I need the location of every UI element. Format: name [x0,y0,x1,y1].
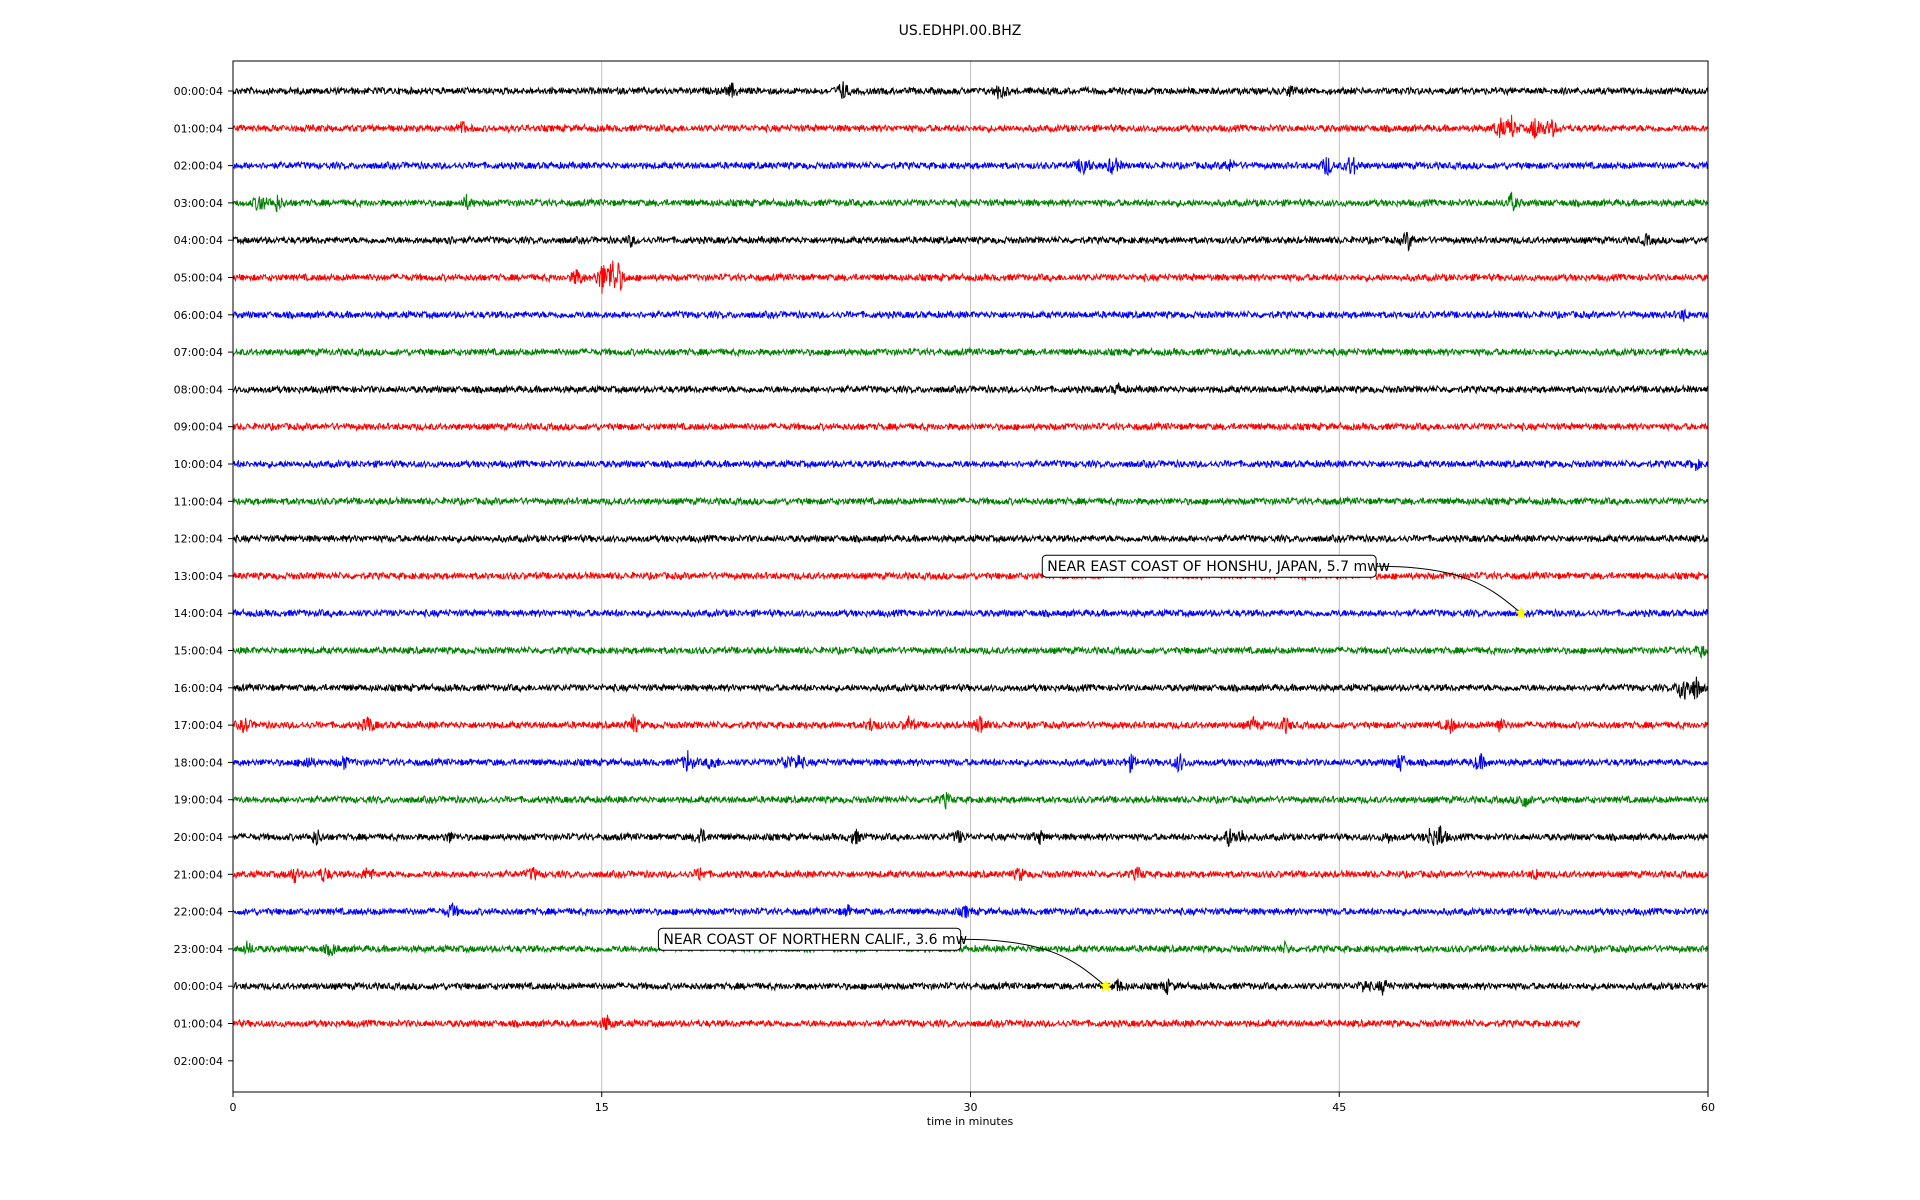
trace-row-11 [232,495,1709,507]
row-time-label: 22:00:04 [174,906,223,919]
row-time-label: 04:00:04 [174,234,223,247]
trace-row-23 [232,939,1709,958]
trace-layer [232,81,1709,1031]
trace-row-21 [232,866,1709,884]
x-tick-label: 30 [964,1101,978,1114]
row-time-label: 05:00:04 [174,272,223,285]
trace-row-16 [232,676,1709,700]
event-annotation: NEAR COAST OF NORTHERN CALIF., 3.6 mw [657,927,1113,992]
row-time-label: 13:00:04 [174,570,223,583]
row-time-label: 15:00:04 [174,645,223,658]
row-time-label: 00:00:04 [174,85,223,98]
trace-row-7 [232,346,1709,358]
annotation-box [657,927,962,951]
row-time-label: 10:00:04 [174,458,223,471]
x-tick-label: 15 [595,1101,609,1114]
row-time-label: 20:00:04 [174,831,223,844]
trace-row-4 [232,231,1709,252]
annotation-box [1041,554,1377,578]
trace-row-19 [232,791,1709,810]
annotation-connector [1376,565,1522,614]
trace-row-0 [232,81,1709,100]
event-star-marker [1514,606,1528,619]
trace-row-20 [232,825,1709,848]
x-tick-label: 0 [230,1101,237,1114]
row-time-label: 03:00:04 [174,197,223,210]
event-annotation: NEAR EAST COAST OF HONSHU, JAPAN, 5.7 mw… [1041,554,1528,619]
row-time-label: 11:00:04 [174,495,223,508]
row-time-label: 02:00:04 [174,1055,223,1068]
row-time-label: 00:00:04 [174,980,223,993]
trace-row-2 [232,156,1709,177]
trace-row-6 [232,307,1709,322]
annotations: NEAR EAST COAST OF HONSHU, JAPAN, 5.7 mw… [657,554,1528,992]
annotation-label: NEAR EAST COAST OF HONSHU, JAPAN, 5.7 mw… [1047,559,1390,575]
row-time-label: 12:00:04 [174,533,223,546]
annotation-label: NEAR COAST OF NORTHERN CALIF., 3.6 mw [663,932,967,948]
row-time-label: 06:00:04 [174,309,223,322]
trace-row-10 [232,458,1709,471]
trace-row-18 [232,750,1708,774]
row-time-label: 02:00:04 [174,160,223,173]
trace-row-13 [232,570,1709,582]
row-labels: 00:00:04 01:00:04 02:00:04 03:00:04 04:00:04… [174,85,233,1068]
row-time-label: 23:00:04 [174,943,223,956]
x-axis-label: time in minutes [927,1115,1014,1128]
trace-row-12 [232,533,1709,544]
annotation-connector [960,938,1107,987]
plot-frame [232,60,1709,1093]
trace-row-5 [232,260,1709,294]
row-time-label: 17:00:04 [174,719,223,732]
trace-row-14 [232,607,1709,619]
row-time-label: 14:00:04 [174,607,223,620]
row-time-label: 09:00:04 [174,421,223,434]
trace-row-22 [232,902,1709,919]
trace-row-15 [232,645,1709,660]
row-time-label: 07:00:04 [174,346,223,359]
row-time-label: 01:00:04 [174,1018,223,1031]
trace-row-25 [232,1014,1581,1031]
trace-row-1 [232,114,1709,139]
x-tick-label: 60 [1701,1101,1715,1114]
x-axis-ticks: 0 15 30 45 60 [230,1092,1715,1114]
row-time-label: 19:00:04 [174,794,223,807]
row-time-label: 21:00:04 [174,868,223,881]
x-tick-label: 45 [1332,1101,1346,1114]
row-time-label: 08:00:04 [174,383,223,396]
row-time-label: 01:00:04 [174,122,223,135]
event-star-marker [1099,979,1113,992]
row-time-label: 16:00:04 [174,682,223,695]
trace-row-17 [232,713,1709,735]
row-time-label: 18:00:04 [174,756,223,769]
trace-row-3 [232,191,1709,213]
trace-row-8 [232,382,1709,396]
trace-row-9 [232,421,1709,433]
trace-row-24 [232,978,1709,996]
chart-title: US.EDHPI.00.BHZ [899,23,1022,39]
